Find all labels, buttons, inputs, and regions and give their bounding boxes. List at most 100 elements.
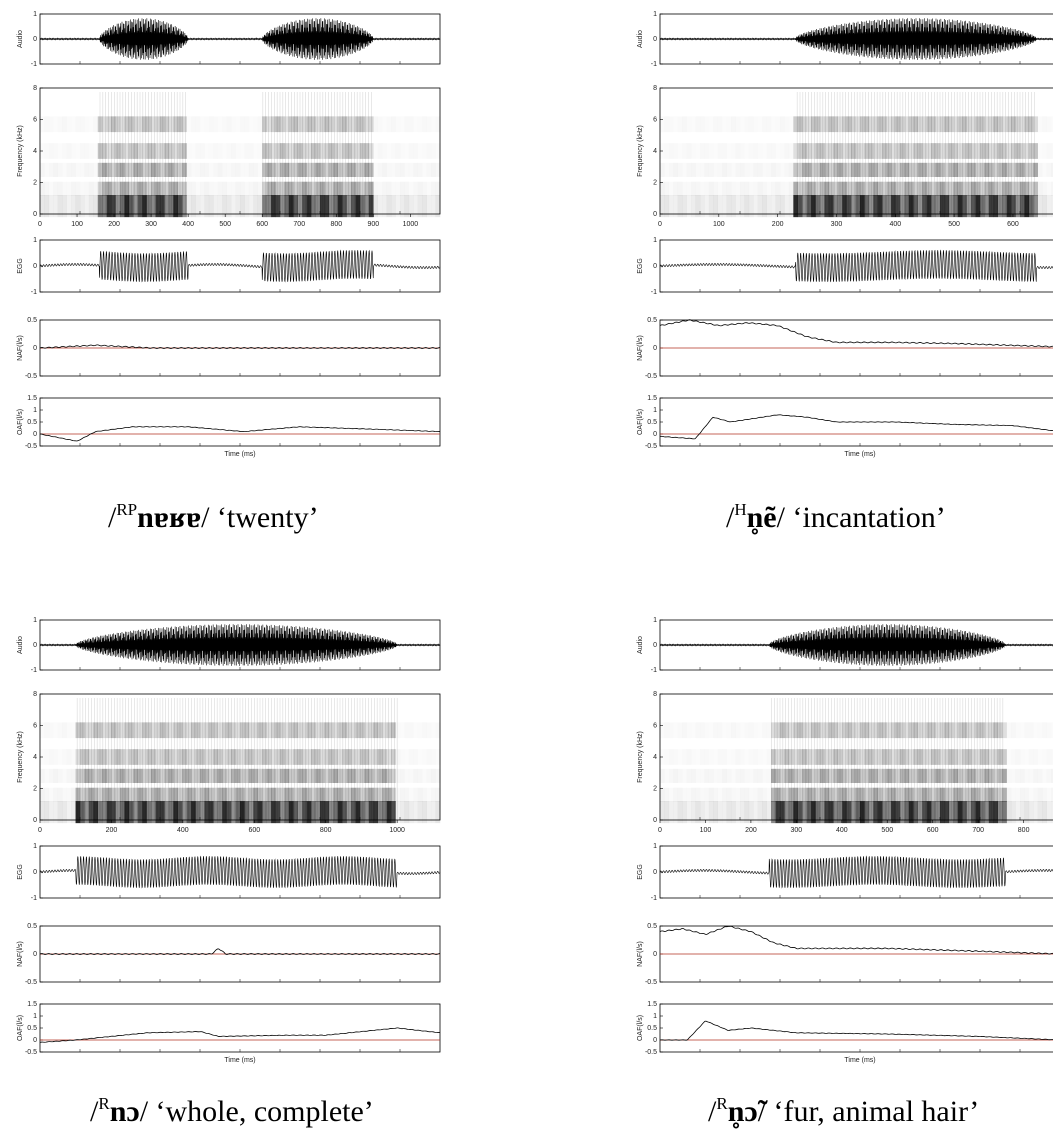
spectrogram-cell xyxy=(404,749,409,765)
spectrogram-cell xyxy=(908,768,914,783)
spectrogram-cell xyxy=(337,143,343,159)
x-tick-label: 300 xyxy=(791,827,803,834)
spectrogram-cell xyxy=(137,801,143,824)
spectrogram-cell xyxy=(364,181,370,196)
spectrogram-cell xyxy=(168,143,174,159)
spectrogram-cell xyxy=(873,143,878,159)
spectrogram-cell xyxy=(944,116,950,133)
spectrogram-cell xyxy=(355,801,361,824)
spectrogram-cell xyxy=(718,116,723,132)
spectrogram-cell xyxy=(409,749,414,765)
spectrogram-cell xyxy=(400,181,405,196)
spectrogram-cell xyxy=(988,749,994,765)
spectrogram-cell xyxy=(328,787,334,802)
x-tick-label: 0 xyxy=(658,221,662,228)
spectrogram-cell xyxy=(860,768,865,783)
spectrogram-cell xyxy=(71,162,76,177)
spectrogram-cell xyxy=(208,749,214,765)
spectrogram-cell xyxy=(324,787,330,802)
spectrogram-cell xyxy=(297,749,303,765)
spectrogram-cell xyxy=(396,163,401,177)
spectrogram-cell xyxy=(97,162,103,177)
spectrogram-cell xyxy=(696,788,701,802)
spectrogram-cell xyxy=(53,768,58,783)
spectrogram-cell xyxy=(669,788,674,802)
spectrogram-cell xyxy=(913,787,918,802)
spectrogram-cell xyxy=(740,116,745,132)
spectrogram-cell xyxy=(762,749,767,765)
y-tick-label: -1 xyxy=(31,895,37,902)
y-tick-label: -1 xyxy=(651,895,657,902)
spectrogram-cell xyxy=(137,787,143,802)
spectrogram-cell xyxy=(873,768,878,783)
spectrogram-cell xyxy=(980,801,985,824)
x-tick-label: 200 xyxy=(106,827,118,834)
y-tick-label: 1 xyxy=(33,617,37,624)
y-tick-label: 0 xyxy=(653,211,657,218)
spectrogram-cell xyxy=(76,143,81,159)
spectrogram-cell xyxy=(1051,801,1053,824)
spectrogram-cell xyxy=(864,162,870,177)
spectrogram-cell xyxy=(333,801,338,824)
spectrogram-cell xyxy=(88,181,94,196)
spectrogram-cell xyxy=(784,163,789,177)
spectrogram-cell xyxy=(53,749,58,765)
spectrogram-axis-title: Frequency (kHz) xyxy=(637,125,644,177)
spectrogram-cell xyxy=(926,143,932,159)
spectrogram-cell xyxy=(1015,162,1021,177)
spectrogram-cell xyxy=(177,181,183,196)
spectrogram-cell xyxy=(396,722,401,738)
spectrogram-cell xyxy=(404,116,409,132)
spectrogram-cell xyxy=(151,195,156,218)
spectrogram-cell xyxy=(948,181,954,196)
spectrogram-cell xyxy=(391,801,396,824)
spectrogram-cell xyxy=(962,195,967,218)
spectrogram-cell xyxy=(851,787,856,802)
spectrogram-cell xyxy=(337,195,343,218)
spectrogram-cell xyxy=(364,801,370,824)
x-tick-label: 800 xyxy=(1018,827,1030,834)
spectrogram-cell xyxy=(784,787,790,802)
spectrogram-cell xyxy=(682,116,687,132)
spectrogram-cell xyxy=(342,787,347,802)
spectrogram-cell xyxy=(288,143,294,159)
spectrogram-cell xyxy=(806,768,812,783)
spectrogram-cell xyxy=(208,195,214,218)
spectrogram-cell xyxy=(266,195,272,218)
spectrogram-cell xyxy=(271,801,276,824)
spectrogram-cell xyxy=(882,722,887,739)
spectrogram-cell xyxy=(1024,801,1030,824)
spectrogram-cell xyxy=(1007,749,1012,765)
spectrogram-cell xyxy=(744,182,749,196)
spectrogram-cell xyxy=(736,722,741,738)
spectrogram-cell xyxy=(758,769,763,783)
spectrogram-cell xyxy=(1033,722,1038,738)
spectrogram-cell xyxy=(673,195,678,218)
spectrogram-cell xyxy=(966,787,972,802)
y-tick-label: 0.5 xyxy=(647,1025,657,1032)
spectrogram-cell xyxy=(904,195,910,218)
spectrogram-cell xyxy=(249,116,254,132)
spectrogram-cell xyxy=(940,143,945,159)
spectrogram-cell xyxy=(435,801,441,824)
oaf-frame xyxy=(39,1003,441,1053)
spectrogram-cell xyxy=(168,787,174,802)
spectrogram-cell xyxy=(418,749,423,765)
spectrogram-cell xyxy=(922,787,927,802)
spectrogram-cell xyxy=(1024,162,1030,177)
spectrogram-cell xyxy=(736,163,741,177)
spectrogram-cell xyxy=(187,116,192,132)
spectrogram-cell xyxy=(660,722,665,738)
spectrogram-cell xyxy=(917,801,923,824)
slash-close: / xyxy=(201,501,210,534)
spectrogram-cell xyxy=(173,162,178,177)
spectrogram-cell xyxy=(691,722,696,738)
spectrogram-cell xyxy=(984,801,990,824)
spectrogram-cell xyxy=(328,116,334,133)
spectrogram-cell xyxy=(704,801,710,824)
spectrogram-cell xyxy=(396,143,401,159)
spectrogram-cell xyxy=(280,768,285,783)
spectrogram-cell xyxy=(1024,788,1029,802)
spectrogram-cell xyxy=(740,801,745,824)
